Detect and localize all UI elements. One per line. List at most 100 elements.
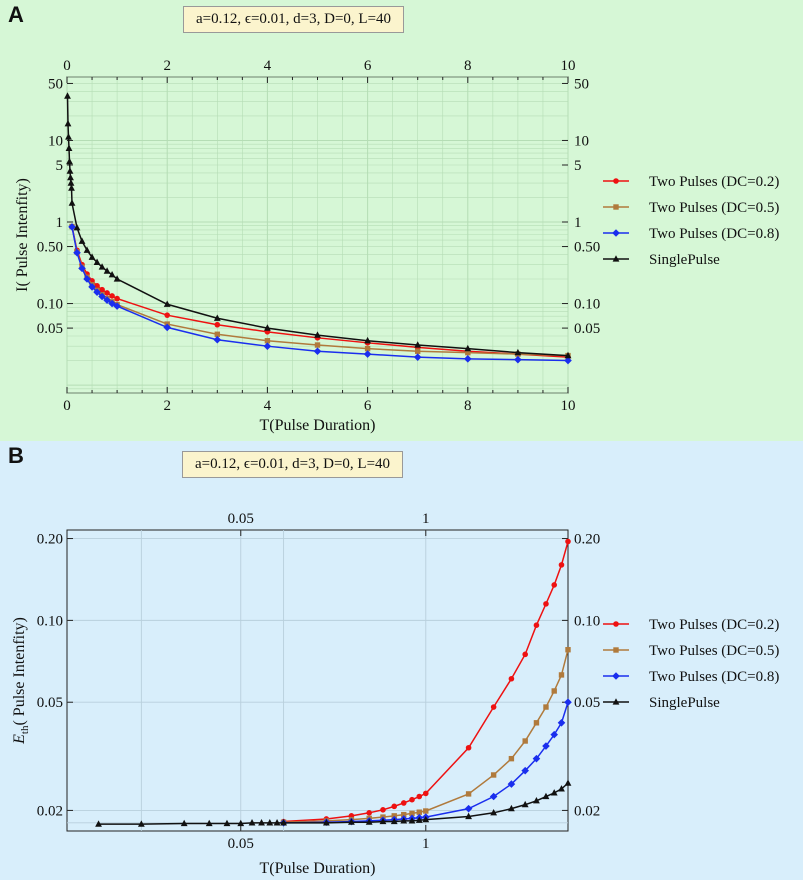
data-point-black [322, 819, 330, 826]
y-tick-label-left: 0.05 [37, 321, 63, 337]
data-point-blue [68, 223, 76, 231]
data-point-black [67, 179, 75, 186]
plot-frame [66, 529, 569, 832]
data-point-black [264, 324, 271, 331]
legend-swatch-marker [613, 647, 619, 653]
data-point-black [414, 341, 422, 348]
data-point-red [114, 295, 120, 302]
data-point-blue [413, 353, 422, 361]
data-point-blue [163, 323, 171, 332]
data-point-blue [464, 804, 473, 813]
legend-label: Two Pulses (DC=0.5) [649, 643, 779, 659]
data-point-black [422, 815, 430, 823]
x-tick-label-top: 10 [561, 58, 576, 74]
data-point-black [314, 331, 321, 338]
x-tick-label-bottom: 0.05 [228, 836, 254, 852]
data-point-black [67, 173, 74, 181]
data-point-black [65, 144, 73, 151]
y-tick-label-right: 1 [574, 215, 582, 231]
data-point-black [514, 348, 522, 356]
y-tick-label-right: 0.10 [574, 613, 600, 629]
data-point-red [558, 562, 565, 568]
x-tick-label-top: 0 [63, 58, 71, 74]
panel-b: B a=0.12, ϵ=0.01, d=3, D=0, L=40 0.05 0.0… [0, 441, 803, 880]
data-point-black [550, 789, 558, 796]
data-point-black [83, 246, 91, 253]
data-point-red [380, 807, 386, 813]
data-point-red [533, 622, 540, 629]
y-tick-label-left: 0.50 [37, 240, 63, 256]
x-tick-label-bottom: 4 [264, 398, 272, 414]
data-point-blue [103, 296, 111, 304]
data-point-black [365, 818, 373, 825]
y-tick-label-left: 1 [56, 215, 64, 231]
data-point-blue [263, 342, 272, 350]
data-point-brown [409, 810, 415, 817]
legend-label: Two Pulses (DC=0.2) [649, 174, 779, 190]
grid-lines [66, 76, 569, 394]
chart-b-svg: 0.05 0.05 1 1 0.02 0.02 0.05 0.05 0.10 0.10 0.20 0.… [11, 511, 779, 877]
data-point-blue [542, 742, 550, 750]
data-point-blue [550, 730, 559, 739]
legend-swatch-marker [613, 204, 619, 210]
data-point-black [65, 133, 72, 140]
data-point-brown [522, 738, 528, 744]
data-point-black [558, 785, 565, 792]
data-point-blue [83, 275, 91, 283]
data-point-black [223, 819, 231, 827]
x-tick-label-top: 0.05 [228, 511, 254, 527]
data-point-black [273, 819, 281, 826]
data-point-brown [465, 791, 472, 797]
data-point-brown [416, 809, 422, 815]
x-axis-title: T(Pulse Duration) [260, 417, 376, 434]
y-tick-label-right: 5 [574, 158, 582, 174]
y-tick-label-left: 10 [48, 133, 63, 149]
data-point-blue [532, 754, 541, 763]
data-point-blue [313, 347, 322, 356]
data-point-brown [264, 338, 271, 344]
series-group [95, 538, 572, 827]
y-tick-label-right: 0.20 [574, 532, 600, 548]
parameter-box: a=0.12, ϵ=0.01, d=3, D=0, L=40 [182, 451, 404, 478]
y-tick-label-right: 10 [574, 133, 589, 149]
data-point-black [415, 816, 423, 823]
legend-label: Two Pulses (DC=0.2) [649, 617, 779, 633]
y-axis-title: I( Pulse Intenfity) [14, 178, 31, 292]
data-point-blue [464, 355, 472, 363]
legend-label: Two Pulses (DC=0.5) [649, 200, 779, 216]
y-tick-label-right: 0.10 [574, 297, 600, 313]
data-point-black [248, 819, 256, 826]
data-point-brown [490, 772, 497, 778]
data-point-blue [564, 698, 572, 707]
x-tick-label-top: 6 [364, 58, 372, 74]
data-point-black [542, 792, 550, 800]
legend: Two Pulses (DC=0.2) Two Pulses (DC=0.5) Tw… [603, 174, 779, 268]
data-point-black [68, 184, 75, 191]
x-tick-label-bottom: 1 [422, 836, 430, 852]
data-point-black [205, 819, 213, 827]
legend: Two Pulses (DC=0.2) Two Pulses (DC=0.5) Tw… [603, 617, 779, 711]
y-tick-label-left: 0.10 [37, 613, 63, 629]
data-point-red [214, 321, 221, 328]
series-group [64, 92, 572, 365]
legend-label: SinglePulse [649, 695, 720, 711]
data-point-black [464, 344, 472, 352]
data-point-black [508, 804, 515, 812]
data-point-brown [415, 348, 421, 354]
legend-swatch-marker [612, 698, 620, 705]
data-point-black [258, 819, 265, 826]
x-tick-label-bottom: 0 [63, 398, 71, 414]
data-point-brown [364, 345, 371, 352]
data-point-black [68, 199, 76, 206]
axis-ticks: 0.05 0.05 1 1 0.02 0.02 0.05 0.05 0.10 0.10 0.20 0.… [37, 511, 601, 852]
data-point-brown [543, 704, 549, 710]
data-point-black [95, 820, 102, 827]
data-point-red [490, 704, 497, 710]
data-point-black [465, 812, 472, 820]
data-point-brown [533, 720, 540, 726]
data-point-brown [314, 342, 321, 348]
data-point-red [104, 290, 110, 296]
data-point-black [73, 223, 81, 231]
data-point-blue [521, 766, 529, 775]
data-point-black [163, 300, 171, 307]
